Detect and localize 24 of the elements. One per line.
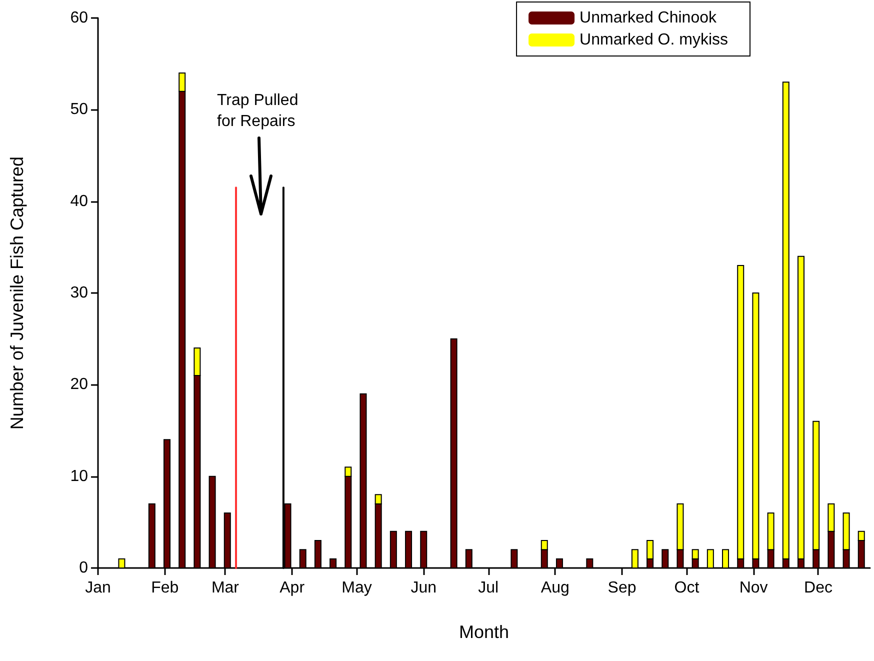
x-tick-label: Oct bbox=[674, 580, 700, 596]
x-tick-label: Aug bbox=[540, 580, 570, 596]
y-tick-label: 20 bbox=[70, 376, 88, 394]
y-tick-label: 0 bbox=[79, 560, 88, 576]
x-tick-label: Jul bbox=[478, 580, 499, 596]
x-tick-label: Jan bbox=[85, 580, 111, 596]
y-tick-label: 60 bbox=[70, 10, 88, 26]
x-tick-label: Sep bbox=[608, 580, 636, 596]
x-tick-label: Feb bbox=[151, 580, 179, 596]
legend-label: Unmarked O. mykiss bbox=[580, 32, 728, 48]
x-tick-label: Apr bbox=[280, 580, 306, 596]
legend-label: Unmarked Chinook bbox=[580, 10, 718, 26]
y-axis-title: Number of Juvenile Fish Captured bbox=[7, 156, 27, 430]
x-tick-label: Nov bbox=[739, 580, 768, 596]
x-axis-title: Month bbox=[458, 622, 510, 642]
x-tick-label: May bbox=[342, 580, 372, 596]
y-tick-label: 10 bbox=[70, 468, 88, 485]
x-tick-label: Jun bbox=[410, 580, 437, 596]
annotation: Trap Pulled for Repairs bbox=[217, 91, 300, 132]
y-tick-label: 30 bbox=[70, 284, 88, 302]
x-tick-label: Mar bbox=[211, 580, 240, 596]
x-tick-label: Dec bbox=[804, 580, 832, 596]
y-tick-label: 50 bbox=[70, 101, 88, 118]
y-tick-label: 40 bbox=[70, 192, 88, 210]
